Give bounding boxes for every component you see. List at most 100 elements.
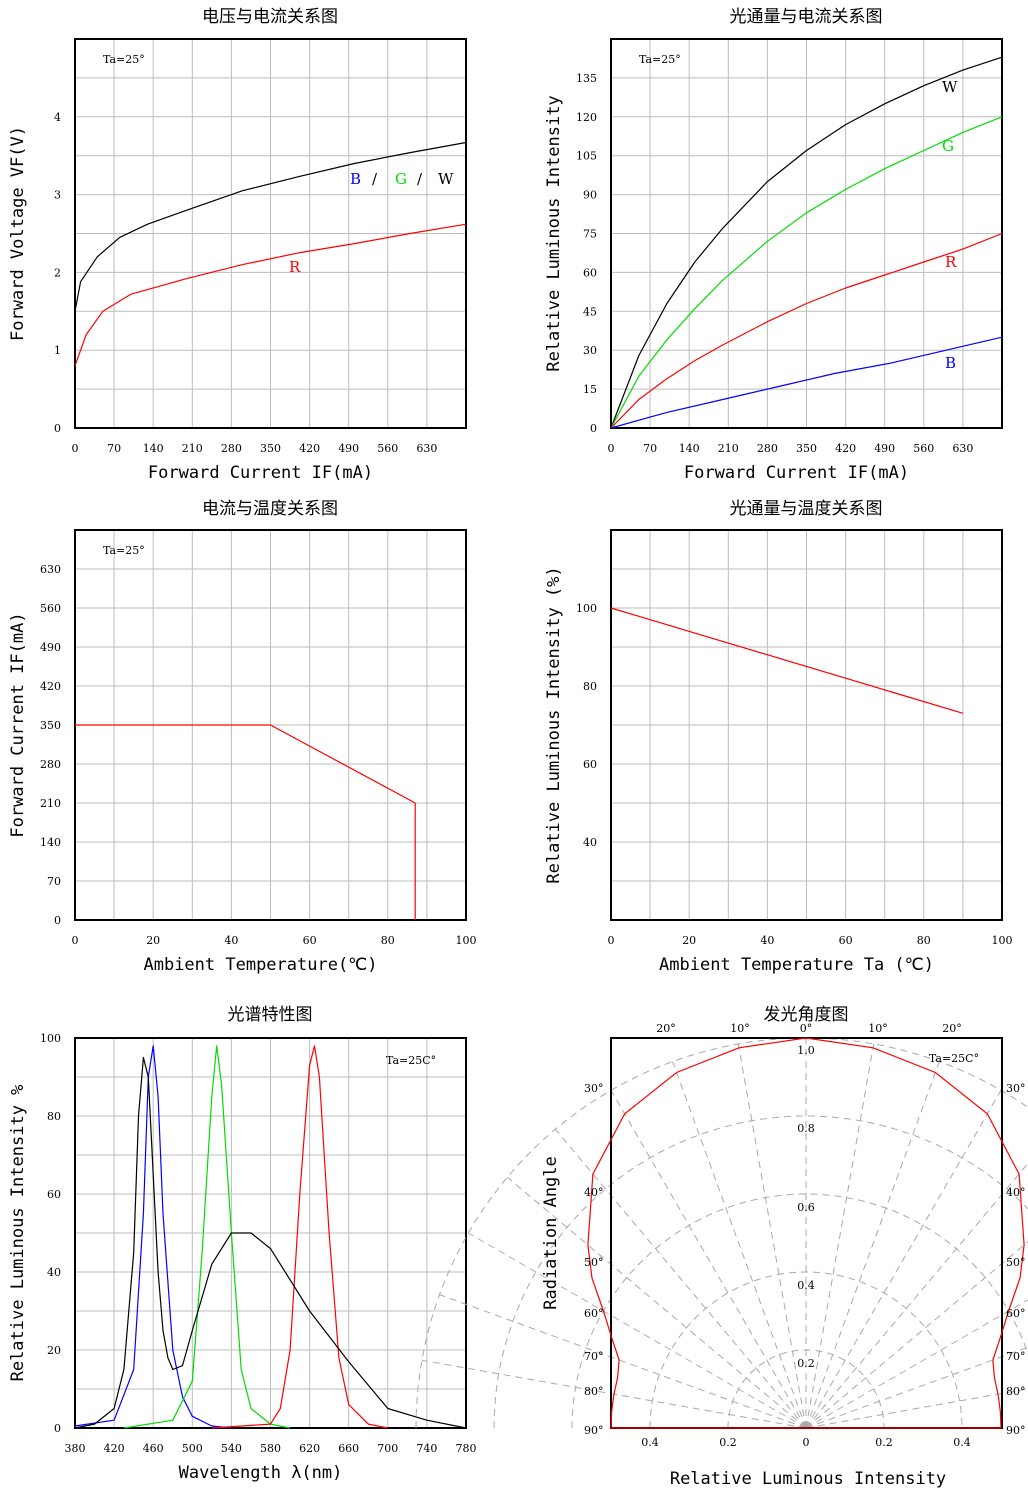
x-tick-label: 350	[260, 442, 281, 455]
label-w: W	[942, 78, 958, 96]
x-axis-label: Forward Current IF(mA)	[148, 463, 373, 483]
label-r: R	[945, 253, 957, 271]
angle-label-left: 70°	[584, 1350, 604, 1363]
polar-grid-ray	[805, 1061, 940, 1429]
label-g: G	[942, 137, 954, 155]
polar-grid-circle	[571, 1193, 1028, 1429]
y-tick-label: 75	[583, 228, 597, 241]
series-line-r	[610, 232, 1003, 429]
plot-frame	[74, 38, 467, 429]
x-tick-label: 580	[260, 1442, 281, 1455]
ambient-note: Ta=25C°	[386, 1054, 436, 1067]
angle-label-top: 20°	[942, 1022, 962, 1035]
x-tick-label: 210	[718, 442, 739, 455]
radial-tick-label: 0.4	[797, 1279, 815, 1292]
chart-5: 380 420 460 500 540 580 620 660 700 740 780 0 20 40 60…	[8, 1005, 477, 1483]
x-axis-label: Wavelength λ(nm)	[179, 1463, 343, 1483]
x-tick-label: 100	[992, 934, 1013, 947]
y-tick-label: 1	[54, 344, 61, 357]
y-axis-label: Relative Luminous Intensity %	[8, 1085, 28, 1382]
series-line-g	[610, 116, 1003, 429]
x-tick-label: 620	[299, 1442, 320, 1455]
chart-6: 1.0 0.8 0.6 0.4 0.2 20° 10° 0° 10° 20° 30° 40° 50° 60…	[415, 1005, 1028, 1489]
polar-grid-ray	[672, 1061, 807, 1429]
y-tick-label: 120	[576, 111, 597, 124]
plot-frame	[610, 529, 1003, 921]
angle-label-right: 40°	[1006, 1186, 1026, 1199]
x-tick-label: 0.2	[875, 1436, 893, 1449]
radiation-pattern-line	[587, 1037, 1025, 1429]
y-tick-label: 420	[40, 680, 61, 693]
x-tick-label: 560	[377, 442, 398, 455]
x-tick-label: 0	[803, 1436, 810, 1449]
angle-label-right: 80°	[1006, 1385, 1026, 1398]
series-line-b-g-w	[74, 141, 467, 312]
x-tick-label: 660	[338, 1442, 359, 1455]
series-line-w	[610, 56, 1003, 429]
angle-label-right: 30°	[1006, 1082, 1026, 1095]
x-tick-label: 420	[299, 442, 320, 455]
angle-label-right: 50°	[1006, 1256, 1026, 1269]
series-line-1	[610, 607, 964, 714]
y-tick-label: 60	[583, 758, 597, 771]
angle-label-right: 60°	[1006, 1307, 1026, 1320]
x-tick-label: 100	[456, 934, 477, 947]
angle-label-right: 70°	[1006, 1350, 1026, 1363]
y-tick-label: 140	[40, 836, 61, 849]
y-tick-label: 20	[47, 1344, 61, 1357]
series-line-b	[610, 336, 1003, 429]
series-line-1	[75, 724, 416, 920]
x-tick-label: 70	[107, 442, 121, 455]
series-line-1	[74, 1045, 232, 1429]
polar-grid-ray	[805, 1241, 1028, 1429]
radial-tick-label: 0.2	[797, 1357, 815, 1370]
y-tick-label: 0	[54, 422, 61, 435]
legend-b: B	[350, 170, 361, 188]
x-axis-label: Forward Current IF(mA)	[684, 463, 909, 483]
x-tick-label: 490	[874, 442, 895, 455]
y-tick-label: 60	[583, 266, 597, 279]
x-tick-label: 780	[456, 1442, 477, 1455]
legend-slash: /	[372, 170, 378, 188]
polar-grid-ray	[554, 1128, 807, 1429]
polar-grid-ray	[468, 1232, 807, 1429]
y-tick-label: 90	[583, 189, 597, 202]
x-tick-label: 80	[917, 934, 931, 947]
y-tick-label: 490	[40, 641, 61, 654]
y-tick-label: 60	[47, 1188, 61, 1201]
y-tick-label: 350	[40, 719, 61, 732]
radial-tick-label: 0.8	[797, 1122, 815, 1135]
label-b: B	[945, 354, 956, 372]
chart-title: 电流与温度关系图	[202, 499, 338, 519]
polar-grid-ray	[805, 1346, 1028, 1429]
x-tick-label: 280	[221, 442, 242, 455]
legend-w: W	[438, 170, 454, 188]
y-tick-label: 100	[576, 602, 597, 615]
y-axis-label: Relative Luminous Intensity (%)	[544, 566, 564, 883]
y-tick-label: 30	[583, 344, 597, 357]
polar-grid-ray	[439, 1294, 807, 1429]
polar-grid-ray	[737, 1043, 807, 1429]
y-tick-label: 80	[47, 1110, 61, 1123]
x-tick-label: 70	[643, 442, 657, 455]
x-tick-label: 0	[608, 442, 615, 455]
x-tick-label: 0	[72, 442, 79, 455]
angle-label-left: 80°	[584, 1385, 604, 1398]
y-tick-label: 0	[590, 422, 597, 435]
x-tick-label: 40	[760, 934, 774, 947]
x-tick-label: 630	[952, 442, 973, 455]
y-tick-label: 210	[40, 797, 61, 810]
radial-tick-label: 1.0	[797, 1044, 815, 1057]
y-tick-label: 0	[54, 1422, 61, 1435]
x-tick-label: 280	[757, 442, 778, 455]
polar-grid-ray	[805, 1299, 1028, 1429]
polar-grid-ray	[610, 1090, 807, 1429]
x-tick-label: 0.4	[641, 1436, 659, 1449]
y-axis-label: Radiation Angle	[541, 1156, 561, 1310]
angle-label-left: 40°	[584, 1186, 604, 1199]
y-tick-label: 70	[47, 875, 61, 888]
angle-label-left: 50°	[584, 1256, 604, 1269]
y-tick-label: 630	[40, 563, 61, 576]
x-tick-label: 540	[221, 1442, 242, 1455]
x-tick-label: 490	[338, 442, 359, 455]
